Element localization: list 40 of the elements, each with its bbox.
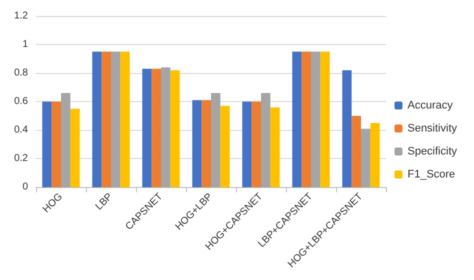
bar [370,123,380,188]
bar [192,100,202,188]
bar [311,52,320,188]
bar [261,93,270,188]
y-tick-label: 0 [22,182,28,193]
bar [142,68,152,188]
bar [292,52,302,188]
y-tick-label: 0.6 [14,96,28,108]
bar [92,52,102,188]
bar [52,102,61,188]
bar [242,102,252,188]
bar [120,52,130,188]
bar [342,70,352,188]
bar [252,102,261,188]
bar [220,106,230,188]
bar [270,107,280,188]
y-tick-label: 1 [22,39,28,50]
x-tick-label: LBP [94,191,116,212]
y-tick-label: 0.4 [14,124,28,136]
bar [161,67,170,188]
bar [102,52,111,188]
y-tick-label: 1.2 [14,10,28,22]
legend-label: Sensitivity [407,122,458,134]
bar [302,52,311,188]
legend-label: Accuracy [407,100,454,112]
bar [202,100,211,188]
bar [152,68,161,188]
bar [361,128,370,188]
bar [111,52,120,188]
bar [352,116,361,188]
legend-label: Specificity [407,146,458,158]
y-tick-label: 0.2 [14,153,28,164]
bar [320,52,330,188]
bar [211,93,220,188]
bar [170,70,180,188]
bar [70,108,80,188]
bar [61,93,70,188]
y-tick-label: 0.8 [14,68,28,79]
legend-label: F1_Score [407,168,456,180]
bar [42,102,52,188]
